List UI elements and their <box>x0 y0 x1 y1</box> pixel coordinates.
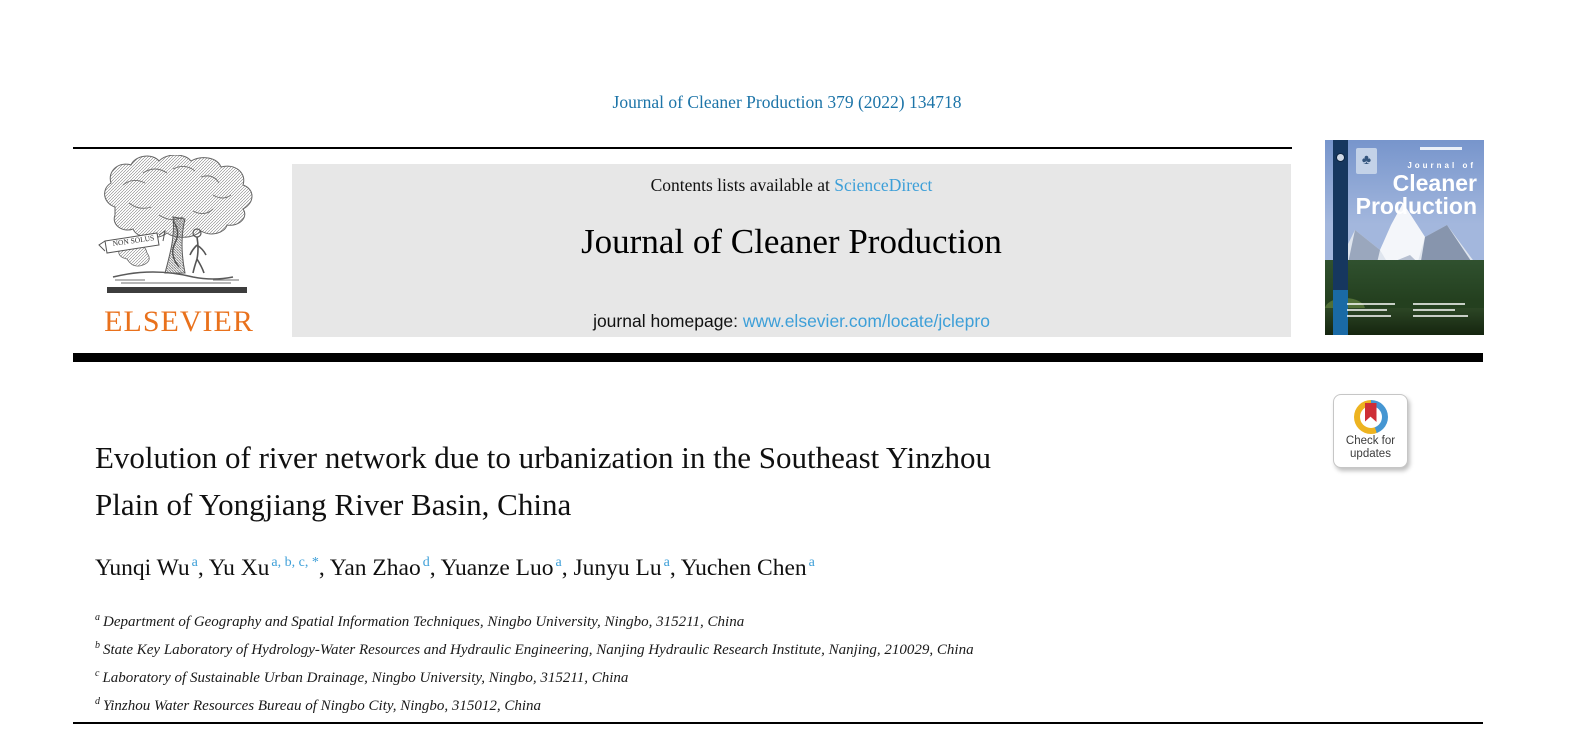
cover-title-line1: Cleaner <box>1392 170 1477 196</box>
contents-lists-line: Contents lists available at ScienceDirec… <box>292 175 1291 196</box>
citation-link[interactable]: Journal of Cleaner Production 379 (2022)… <box>612 92 962 112</box>
author-affiliation-sup[interactable]: a, b, c, * <box>271 555 319 571</box>
author-affiliation-sup[interactable]: a <box>808 555 815 571</box>
cover-issn-text-bar <box>1420 147 1462 150</box>
article-title-line1: Evolution of river network due to urbani… <box>95 440 991 475</box>
elsevier-logo: NON SOLUS <box>93 154 265 338</box>
cover-topic-bar <box>1413 315 1468 317</box>
cover-elsevier-mini-logo-icon: ♣ <box>1356 148 1377 174</box>
author-list: Yunqi Wu a, Yu Xu a, b, c, *, Yan Zhao d, Y… <box>95 555 1395 582</box>
header-divider-bar <box>73 353 1483 362</box>
journal-name-heading: Journal of Cleaner Production <box>581 222 1002 261</box>
check-for-updates-label: Check for updates <box>1345 435 1396 460</box>
cover-left-stripe <box>1333 140 1348 335</box>
author: Junyu Lu a, <box>573 555 681 581</box>
cover-water <box>1325 308 1484 335</box>
journal-cover-image[interactable]: ♣ Journal of Cleaner Production <box>1325 140 1484 335</box>
cover-topic-bar <box>1413 309 1455 311</box>
top-rule <box>73 147 1292 149</box>
journal-header-band <box>292 164 1291 337</box>
cover-topic-bar <box>1347 303 1395 305</box>
homepage-label: journal homepage: <box>593 311 743 331</box>
cover-topic-bar <box>1347 309 1387 311</box>
contents-lists-text: Contents lists available at <box>650 175 835 195</box>
homepage-url-link[interactable]: www.elsevier.com/locate/jclepro <box>742 311 990 331</box>
affiliation-line: c Laboratory of Sustainable Urban Drainag… <box>95 668 629 686</box>
affiliation-list: a Department of Geography and Spatial Inf… <box>95 606 1395 718</box>
author-affiliation-sup[interactable]: a <box>555 555 562 571</box>
affiliation-line: a Department of Geography and Spatial Inf… <box>95 612 745 630</box>
author: Yuanze Luo a, <box>440 555 574 581</box>
cover-stripe-dot-icon <box>1336 153 1345 162</box>
journal-homepage-line: journal homepage: www.elsevier.com/locat… <box>292 311 1291 332</box>
sciencedirect-link[interactable]: ScienceDirect <box>834 175 933 195</box>
cover-topic-bar <box>1413 303 1465 305</box>
author-affiliation-sup[interactable]: a <box>663 555 670 571</box>
article-title-line2: Plain of Yongjiang River Basin, China <box>95 487 572 522</box>
author-affiliation-sup[interactable]: a <box>191 555 198 571</box>
affiliation-line: d Yinzhou Water Resources Bureau of Ningb… <box>95 696 542 714</box>
author: Yuchen Chen a <box>680 555 815 581</box>
author-affiliation-sup[interactable]: d <box>422 555 430 571</box>
elsevier-tree-icon: NON SOLUS <box>98 154 253 293</box>
article-title: Evolution of river network due to urbani… <box>95 434 1315 528</box>
affiliation-line: b State Key Laboratory of Hydrology-Water… <box>95 640 974 658</box>
check-for-updates-badge[interactable]: Check for updates <box>1333 394 1408 468</box>
author: Yunqi Wu a, <box>95 555 209 581</box>
author: Yan Zhao d, <box>329 555 441 581</box>
bottom-rule <box>73 722 1483 724</box>
crossmark-bookmark-icon <box>1364 403 1377 422</box>
elsevier-wordmark: ELSEVIER <box>104 305 254 338</box>
cover-title-line2: Production <box>1355 193 1477 219</box>
cover-left-stripe-bottom <box>1333 290 1348 335</box>
author: Yu Xu a, b, c, *, <box>208 555 330 581</box>
crossmark-icon <box>1353 400 1388 434</box>
cover-topic-bar <box>1347 315 1391 317</box>
cover-journal-of-text: Journal of <box>1407 161 1476 170</box>
